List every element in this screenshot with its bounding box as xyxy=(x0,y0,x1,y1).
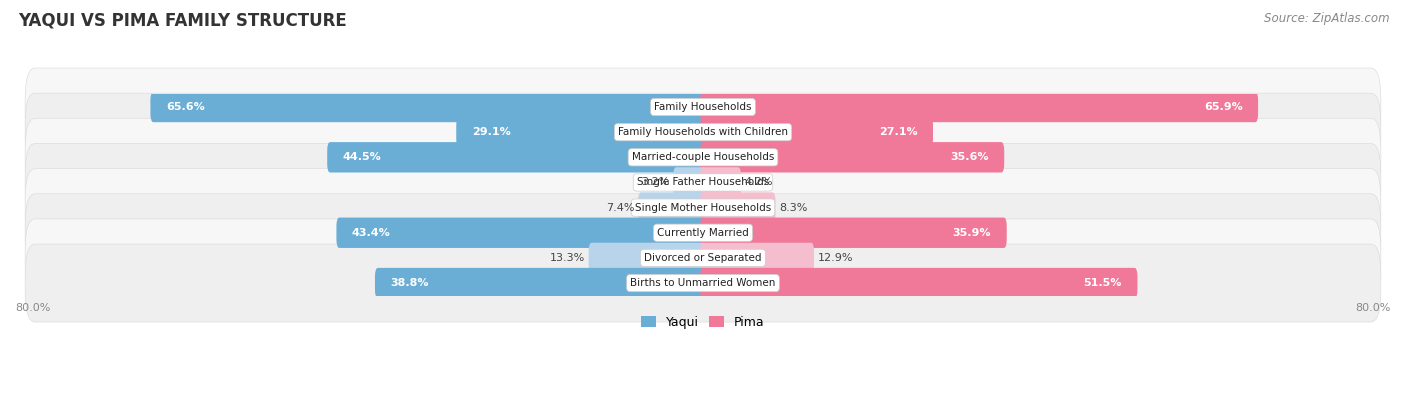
FancyBboxPatch shape xyxy=(25,219,1381,297)
FancyBboxPatch shape xyxy=(456,117,706,147)
Text: Source: ZipAtlas.com: Source: ZipAtlas.com xyxy=(1264,12,1389,25)
Text: 29.1%: 29.1% xyxy=(472,127,510,137)
Text: 65.9%: 65.9% xyxy=(1204,102,1243,112)
Text: 7.4%: 7.4% xyxy=(606,203,634,213)
FancyBboxPatch shape xyxy=(700,167,741,198)
FancyBboxPatch shape xyxy=(700,243,814,273)
Text: 44.5%: 44.5% xyxy=(343,152,381,162)
FancyBboxPatch shape xyxy=(25,93,1381,171)
Text: Single Father Households: Single Father Households xyxy=(637,177,769,188)
Text: Currently Married: Currently Married xyxy=(657,228,749,238)
Text: Divorced or Separated: Divorced or Separated xyxy=(644,253,762,263)
Text: Married-couple Households: Married-couple Households xyxy=(631,152,775,162)
Text: Family Households: Family Households xyxy=(654,102,752,112)
Text: 43.4%: 43.4% xyxy=(352,228,391,238)
FancyBboxPatch shape xyxy=(150,92,706,122)
Text: 12.9%: 12.9% xyxy=(818,253,853,263)
Text: 8.3%: 8.3% xyxy=(779,203,807,213)
FancyBboxPatch shape xyxy=(589,243,706,273)
Text: 35.9%: 35.9% xyxy=(953,228,991,238)
FancyBboxPatch shape xyxy=(336,218,706,248)
Legend: Yaqui, Pima: Yaqui, Pima xyxy=(636,310,770,334)
FancyBboxPatch shape xyxy=(700,92,1258,122)
FancyBboxPatch shape xyxy=(638,192,706,223)
FancyBboxPatch shape xyxy=(25,68,1381,146)
FancyBboxPatch shape xyxy=(700,117,934,147)
FancyBboxPatch shape xyxy=(25,194,1381,272)
FancyBboxPatch shape xyxy=(700,268,1137,298)
Text: 4.2%: 4.2% xyxy=(745,177,773,188)
Text: Births to Unmarried Women: Births to Unmarried Women xyxy=(630,278,776,288)
FancyBboxPatch shape xyxy=(375,268,706,298)
Text: YAQUI VS PIMA FAMILY STRUCTURE: YAQUI VS PIMA FAMILY STRUCTURE xyxy=(18,12,347,30)
Text: 3.2%: 3.2% xyxy=(641,177,669,188)
FancyBboxPatch shape xyxy=(25,244,1381,322)
FancyBboxPatch shape xyxy=(25,118,1381,196)
Text: Single Mother Households: Single Mother Households xyxy=(636,203,770,213)
Text: 65.6%: 65.6% xyxy=(166,102,205,112)
FancyBboxPatch shape xyxy=(673,167,706,198)
FancyBboxPatch shape xyxy=(25,169,1381,246)
FancyBboxPatch shape xyxy=(700,218,1007,248)
FancyBboxPatch shape xyxy=(700,142,1004,173)
Text: 13.3%: 13.3% xyxy=(550,253,585,263)
Text: 27.1%: 27.1% xyxy=(879,127,918,137)
Text: 51.5%: 51.5% xyxy=(1084,278,1122,288)
Text: Family Households with Children: Family Households with Children xyxy=(619,127,787,137)
Text: 35.6%: 35.6% xyxy=(950,152,988,162)
FancyBboxPatch shape xyxy=(25,143,1381,222)
Text: 38.8%: 38.8% xyxy=(391,278,429,288)
FancyBboxPatch shape xyxy=(700,192,776,223)
FancyBboxPatch shape xyxy=(328,142,706,173)
